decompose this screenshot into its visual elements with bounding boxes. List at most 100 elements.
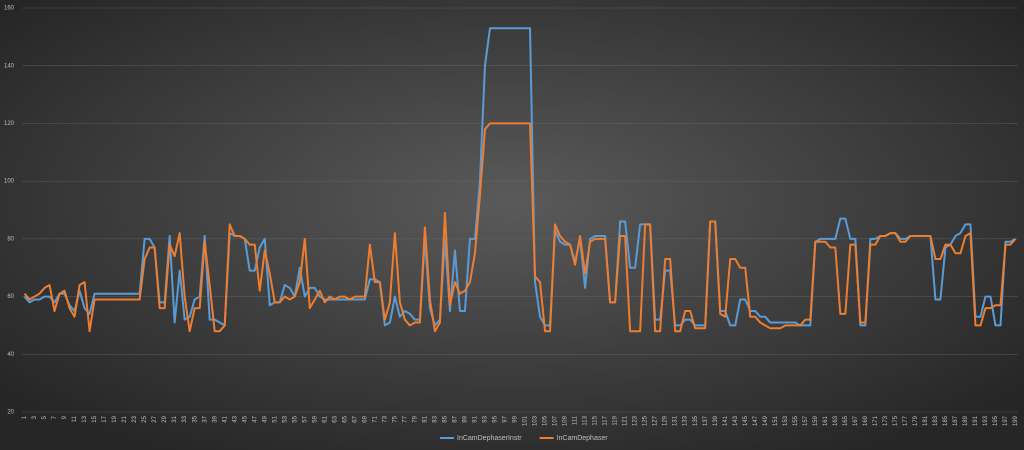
x-tick-label: 127 — [653, 415, 659, 426]
x-tick-label: 33 — [182, 415, 188, 422]
x-tick-label: 13 — [82, 415, 88, 422]
x-tick-label: 155 — [793, 415, 799, 426]
x-tick-label: 117 — [603, 415, 609, 425]
x-tick-label: 119 — [613, 415, 619, 425]
y-tick-label: 100 — [4, 179, 15, 185]
x-tick-label: 9 — [62, 415, 68, 419]
x-tick-label: 23 — [132, 415, 138, 422]
y-tick-label: 60 — [7, 294, 14, 300]
x-tick-label: 149 — [763, 415, 769, 426]
x-tick-label: 125 — [643, 415, 649, 426]
x-tick-label: 55 — [292, 415, 298, 422]
x-tick-label: 59 — [312, 415, 318, 422]
x-tick-label: 95 — [493, 415, 499, 422]
legend-label: InCamDephaserInstr — [457, 435, 522, 442]
y-tick-label: 40 — [7, 352, 14, 358]
x-tick-label: 109 — [563, 415, 569, 426]
x-tick-label: 7 — [52, 415, 58, 419]
x-tick-label: 139 — [713, 415, 719, 426]
x-tick-label: 43 — [232, 415, 238, 422]
x-tick-label: 21 — [122, 415, 128, 422]
x-tick-label: 185 — [943, 415, 949, 426]
x-tick-label: 37 — [202, 415, 208, 422]
y-tick-label: 20 — [7, 410, 14, 416]
x-tick-label: 145 — [743, 415, 749, 426]
x-tick-label: 199 — [1013, 415, 1019, 426]
x-tick-label: 159 — [813, 415, 819, 426]
x-tick-label: 11 — [72, 415, 78, 422]
x-tick-label: 163 — [833, 415, 839, 426]
x-tick-label: 195 — [993, 415, 999, 426]
x-tick-label: 177 — [903, 415, 909, 426]
x-tick-label: 183 — [933, 415, 939, 426]
x-tick-label: 107 — [553, 415, 559, 426]
x-tick-label: 87 — [453, 415, 459, 422]
x-tick-label: 101 — [523, 415, 529, 426]
x-tick-label: 167 — [853, 415, 859, 426]
x-tick-label: 99 — [513, 415, 519, 422]
x-tick-label: 193 — [983, 415, 989, 426]
x-tick-label: 3 — [32, 415, 38, 419]
x-tick-label: 103 — [533, 415, 539, 426]
x-tick-label: 65 — [342, 415, 348, 422]
x-tick-label: 175 — [893, 415, 899, 426]
x-tick-label: 75 — [392, 415, 398, 422]
x-tick-label: 161 — [823, 415, 829, 426]
x-tick-label: 89 — [463, 415, 469, 422]
x-tick-label: 35 — [192, 415, 198, 422]
x-tick-label: 173 — [883, 415, 889, 426]
x-tick-label: 197 — [1003, 415, 1009, 426]
x-tick-label: 79 — [412, 415, 418, 422]
x-tick-label: 19 — [112, 415, 118, 422]
x-tick-label: 63 — [332, 415, 338, 422]
x-tick-label: 27 — [152, 415, 158, 422]
x-tick-label: 15 — [92, 415, 98, 422]
x-tick-label: 41 — [222, 415, 228, 422]
x-tick-label: 113 — [583, 415, 589, 425]
y-tick-label: 120 — [4, 121, 15, 127]
x-tick-label: 151 — [773, 415, 779, 426]
x-tick-label: 123 — [633, 415, 639, 426]
x-tick-label: 133 — [683, 415, 689, 426]
x-tick-label: 5 — [42, 415, 48, 419]
x-tick-label: 91 — [473, 415, 479, 422]
x-tick-label: 121 — [623, 415, 629, 426]
x-tick-label: 1 — [22, 415, 28, 419]
x-tick-label: 53 — [282, 415, 288, 422]
x-tick-label: 131 — [673, 415, 679, 426]
x-tick-label: 129 — [663, 415, 669, 426]
x-tick-label: 39 — [212, 415, 218, 422]
x-tick-label: 143 — [733, 415, 739, 426]
x-tick-label: 93 — [483, 415, 489, 422]
series-line — [23, 122, 1017, 333]
y-tick-label: 140 — [4, 63, 15, 69]
x-tick-label: 153 — [783, 415, 789, 426]
x-tick-label: 83 — [432, 415, 438, 422]
x-tick-label: 179 — [913, 415, 919, 426]
x-tick-label: 135 — [693, 415, 699, 426]
x-tick-label: 25 — [142, 415, 148, 422]
x-tick-label: 45 — [242, 415, 248, 422]
x-tick-label: 165 — [843, 415, 849, 426]
series-line — [23, 27, 1016, 327]
x-tick-label: 111 — [573, 415, 579, 425]
x-tick-label: 69 — [362, 415, 368, 422]
x-tick-label: 47 — [252, 415, 258, 422]
x-tick-label: 51 — [272, 415, 278, 422]
legend-item: InCamDephaserInstr — [440, 435, 522, 442]
legend-item: InCamDephaser — [539, 435, 608, 442]
x-tick-label: 77 — [402, 415, 408, 422]
x-tick-label: 157 — [803, 415, 809, 426]
x-tick-label: 97 — [503, 415, 509, 422]
y-tick-label: 160 — [4, 6, 15, 12]
x-tick-label: 71 — [372, 415, 378, 422]
x-tick-label: 189 — [963, 415, 969, 426]
x-tick-label: 137 — [703, 415, 709, 426]
x-tick-label: 181 — [923, 415, 929, 426]
x-tick-label: 115 — [593, 415, 599, 425]
x-tick-label: 81 — [422, 415, 428, 422]
x-tick-label: 85 — [443, 415, 449, 422]
